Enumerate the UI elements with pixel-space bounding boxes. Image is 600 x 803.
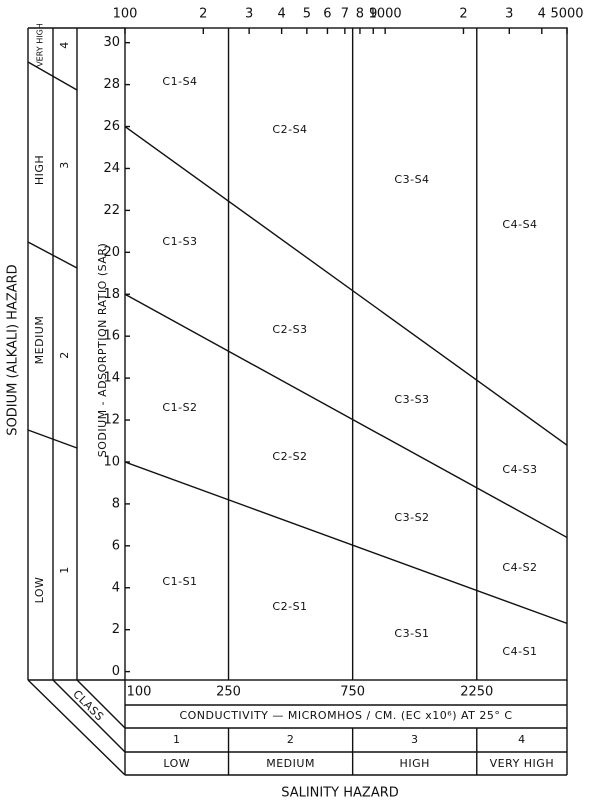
- sodium-class: 2: [58, 351, 71, 359]
- x-axis-label: CONDUCTIVITY — MICROMHOS / CM. (EC x10⁶)…: [179, 709, 512, 722]
- y-tick-label: 16: [103, 329, 120, 344]
- y-tick-label: 18: [103, 287, 120, 302]
- y-tick-label: 28: [103, 77, 120, 92]
- y-tick-label: 24: [103, 161, 120, 176]
- region-label: C1-S4: [162, 75, 197, 88]
- region-label: C1-S3: [162, 235, 197, 248]
- sodium-hazard: VERY HIGH: [36, 23, 45, 67]
- region-label: C3-S1: [394, 627, 429, 640]
- x-tick-label: 8: [356, 7, 364, 22]
- boundary-line: [124, 125, 568, 446]
- plot-frame: [124, 27, 568, 681]
- frame-line: [52, 679, 126, 753]
- x-tick-label: 4: [538, 7, 546, 22]
- region-label: C2-S1: [272, 600, 307, 613]
- region-label: C3-S3: [394, 393, 429, 406]
- salinity-class: 2: [287, 733, 295, 746]
- sodium-class: 1: [58, 566, 71, 574]
- salinity-hazard: VERY HIGH: [490, 757, 554, 770]
- x-class-bound-label: 100: [127, 685, 152, 700]
- x-tick-label: 4: [277, 7, 285, 22]
- y-tick-label: 26: [103, 119, 120, 134]
- region-label: C4-S3: [502, 463, 537, 476]
- y-tick-label: 8: [112, 496, 120, 511]
- boundary-line: [124, 293, 568, 539]
- y-tick-label: 10: [103, 454, 120, 469]
- y-tick-label: 12: [103, 413, 120, 428]
- salinity-hazard: MEDIUM: [266, 757, 315, 770]
- region-label: C3-S4: [394, 173, 429, 186]
- y-tick-label: 22: [103, 203, 120, 218]
- region-label: C1-S1: [162, 575, 197, 588]
- salinity-hazard: HIGH: [400, 757, 430, 770]
- x-tick-label: 5: [303, 7, 311, 22]
- y-tick-label: 2: [112, 622, 120, 637]
- salinity-class: 4: [518, 733, 526, 746]
- x-tick-label: 6: [323, 7, 331, 22]
- x-tick-label: 100: [113, 7, 138, 22]
- region-label: C2-S2: [272, 450, 307, 463]
- region-label: C4-S1: [502, 645, 537, 658]
- region-label: C1-S2: [162, 401, 197, 414]
- frame-line: [27, 679, 126, 776]
- y-axis-label: SODIUM - ADSORPTION RATIO (SAR): [96, 243, 109, 458]
- sodium-class: 4: [58, 41, 71, 49]
- y-tick-label: 4: [112, 580, 120, 595]
- class-label: CLASS: [70, 688, 106, 724]
- salinity-class: 1: [173, 733, 181, 746]
- y-tick-label: 20: [103, 245, 120, 260]
- x-class-bound-label: 250: [216, 685, 241, 700]
- boundary-line: [124, 461, 568, 625]
- region-label: C2-S4: [272, 123, 307, 136]
- x-tick-label: 5000: [550, 7, 583, 22]
- region-label: C3-S2: [394, 511, 429, 524]
- sodium-class: 3: [58, 161, 71, 169]
- sodium-hazard: LOW: [33, 577, 46, 604]
- x-tick-label: 1000: [369, 7, 402, 22]
- x-tick-label: 3: [245, 7, 253, 22]
- x-class-bound-label: 2250: [460, 685, 493, 700]
- x-tick-label: 2: [199, 7, 207, 22]
- hazard-divider: [27, 241, 78, 269]
- sodium-title: SODIUM (ALKALI) HAZARD: [6, 264, 21, 435]
- region-label: C2-S3: [272, 323, 307, 336]
- y-tick-label: 30: [103, 35, 120, 50]
- salinity-hazard: LOW: [163, 757, 190, 770]
- x-class-bound-label: 750: [340, 685, 365, 700]
- sodium-hazard: HIGH: [33, 155, 46, 185]
- x-tick-label: 7: [341, 7, 349, 22]
- region-label: C4-S2: [502, 561, 537, 574]
- hazard-divider: [27, 429, 78, 449]
- frame-line: [76, 679, 126, 729]
- x-tick-label: 2: [459, 7, 467, 22]
- x-tick-label: 9: [369, 7, 377, 22]
- salinity-class: 3: [411, 733, 419, 746]
- region-label: C4-S4: [502, 218, 537, 231]
- salinity-title: SALINITY HAZARD: [281, 786, 399, 801]
- x-tick-label: 3: [505, 7, 513, 22]
- y-tick-label: 0: [112, 664, 120, 679]
- hazard-divider: [27, 61, 78, 91]
- sodium-hazard: MEDIUM: [33, 316, 46, 365]
- y-tick-label: 14: [103, 371, 120, 386]
- y-tick-label: 6: [112, 538, 120, 553]
